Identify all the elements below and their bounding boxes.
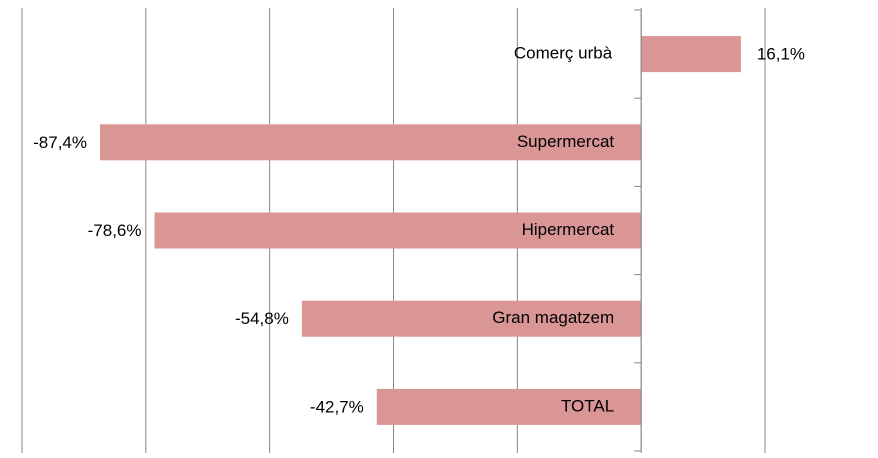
bar bbox=[154, 212, 642, 249]
category-label: Gran magatzem bbox=[492, 308, 614, 327]
category-label: TOTAL bbox=[561, 396, 614, 415]
bar bbox=[641, 36, 741, 73]
category-label: Comerç urbà bbox=[514, 44, 613, 63]
value-label: -42,7% bbox=[310, 397, 364, 416]
bar bbox=[100, 124, 642, 161]
value-label: -78,6% bbox=[88, 221, 142, 240]
value-label: -54,8% bbox=[235, 309, 289, 328]
value-label: -87,4% bbox=[33, 133, 87, 152]
category-label: Hipermercat bbox=[522, 220, 615, 239]
value-label: 16,1% bbox=[757, 45, 805, 64]
bar bbox=[376, 388, 642, 425]
bar bbox=[301, 300, 642, 337]
category-label: Supermercat bbox=[517, 132, 615, 151]
